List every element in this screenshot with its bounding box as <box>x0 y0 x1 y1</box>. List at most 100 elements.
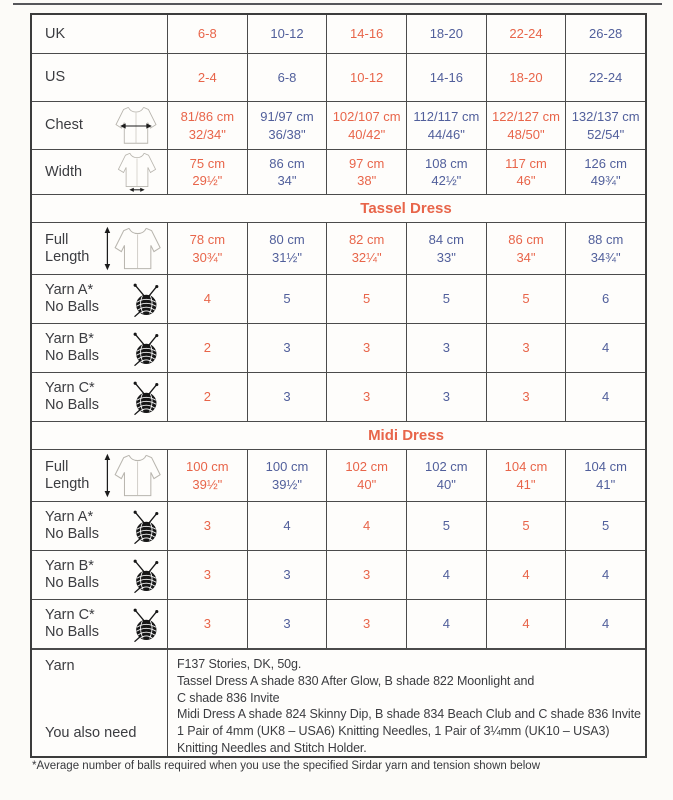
value-cell: 6-8 <box>246 54 327 101</box>
section-header-row: Tassel Dress <box>32 194 645 222</box>
value-cell: 86 cm 34" <box>485 223 566 274</box>
row-label: Yarn B* No Balls <box>45 331 99 364</box>
value-cell: 5 <box>485 275 566 323</box>
value-cell: 4 <box>565 373 645 421</box>
value-cell: 91/97 cm 36/38" <box>246 102 327 149</box>
row-label-cell: US <box>32 54 167 101</box>
value-cell: 3 <box>485 324 566 372</box>
value-cell: 4 <box>405 600 486 648</box>
row-label: US <box>45 69 66 85</box>
row-label: Full Length <box>45 231 90 265</box>
row-label-cell: Full Length <box>32 223 167 274</box>
size-table: UK 6-8 10-12 14-16 18-20 22-24 26-28 US 2-4 6-8 10… <box>30 13 647 758</box>
value-cell: 4 <box>485 600 566 648</box>
value-cell: 88 cm 34¾" <box>565 223 645 274</box>
value-cell: 5 <box>246 275 327 323</box>
value-cell: 5 <box>485 502 566 550</box>
value-cell: 5 <box>326 275 406 323</box>
value-cell: 4 <box>405 551 486 599</box>
section-title: Midi Dress <box>368 426 444 444</box>
value-cell: 2 <box>167 324 247 372</box>
value-cell: 3 <box>326 551 406 599</box>
value-cell: 4 <box>565 551 645 599</box>
value-cell: 108 cm 42½" <box>405 150 486 194</box>
value-cell: 4 <box>565 324 645 372</box>
needles-detail-line: Knitting Needles and Stitch Holder. <box>177 740 367 755</box>
value-cell: 4 <box>246 502 327 550</box>
table-row: Yarn C* No Balls 3 3 3 4 4 4 <box>32 599 645 648</box>
value-cell: 3 <box>246 551 327 599</box>
footer-row: Yarn You also need F137 Stories, DK, 50g… <box>32 648 645 756</box>
value-cell: 4 <box>167 275 247 323</box>
garment-length-icon <box>103 226 163 271</box>
value-cell: 102/107 cm 40/42" <box>326 102 406 149</box>
yarn-detail-line: Tassel Dress A shade 830 After Glow, B s… <box>177 673 535 688</box>
value-cell: 102 cm 40" <box>326 450 406 501</box>
row-label: Full Length <box>45 458 90 492</box>
garment-width-icon <box>111 152 163 193</box>
value-cell: 18-20 <box>485 54 566 101</box>
value-cell: 82 cm 32¼" <box>326 223 406 274</box>
row-label: Yarn A* No Balls <box>45 282 99 315</box>
footnote: *Average number of balls required when y… <box>32 760 541 772</box>
value-cell: 3 <box>167 551 247 599</box>
value-cell: 81/86 cm 32/34" <box>167 102 247 149</box>
value-cell: 100 cm 39½" <box>246 450 327 501</box>
value-cell: 3 <box>246 600 327 648</box>
value-cell: 2-4 <box>167 54 247 101</box>
table-row: UK 6-8 10-12 14-16 18-20 22-24 26-28 <box>32 15 645 53</box>
row-label-cell: Yarn C* No Balls <box>32 373 167 421</box>
value-cell: 86 cm 34" <box>246 150 327 194</box>
value-cell: 22-24 <box>565 54 645 101</box>
value-cell: 14-16 <box>405 54 486 101</box>
section-title: Tassel Dress <box>360 199 452 217</box>
value-cell: 104 cm 41" <box>485 450 566 501</box>
value-cell: 2 <box>167 373 247 421</box>
yarn-ball-icon <box>127 556 163 594</box>
value-cell: 78 cm 30¾" <box>167 223 247 274</box>
value-cell: 3 <box>326 600 406 648</box>
row-label-cell: Yarn C* No Balls <box>32 600 167 648</box>
value-cell: 3 <box>167 502 247 550</box>
value-cell: 75 cm 29½" <box>167 150 247 194</box>
row-label: Yarn B* No Balls <box>45 558 99 591</box>
table-row: Yarn A* No Balls 3 4 4 5 5 5 <box>32 501 645 550</box>
value-cell: 10-12 <box>326 54 406 101</box>
value-cell: 3 <box>405 373 486 421</box>
table-row: Chest 81/86 cm 32/34" 91/97 cm 36/38" 102/1… <box>32 101 645 149</box>
value-cell: 22-24 <box>485 15 566 53</box>
row-label-cell: Width <box>32 150 167 194</box>
value-cell: 102 cm 40" <box>405 450 486 501</box>
needles-detail-line: 1 Pair of 4mm (UK8 – USA6) Knitting Need… <box>177 724 610 739</box>
value-cell: 6 <box>565 275 645 323</box>
value-cell: 3 <box>485 373 566 421</box>
yarn-ball-icon <box>127 605 163 643</box>
row-label: Yarn C* No Balls <box>45 380 99 413</box>
value-cell: 3 <box>405 324 486 372</box>
yarn-ball-icon <box>127 378 163 416</box>
row-label-cell: Full Length <box>32 450 167 501</box>
garment-length-icon <box>103 453 163 498</box>
value-cell: 112/117 cm 44/46" <box>405 102 486 149</box>
value-cell: 6-8 <box>167 15 247 53</box>
row-label-cell: Yarn A* No Balls <box>32 502 167 550</box>
table-row: Yarn A* No Balls 4 5 5 5 5 6 <box>32 274 645 323</box>
row-label: Yarn A* No Balls <box>45 509 99 542</box>
value-cell: 132/137 cm 52/54" <box>565 102 645 149</box>
garment-chest-icon <box>109 106 163 146</box>
value-cell: 84 cm 33" <box>405 223 486 274</box>
yarn-detail-line: F137 Stories, DK, 50g. <box>177 657 302 671</box>
value-cell: 3 <box>167 600 247 648</box>
yarn-detail-line: Midi Dress A shade 824 Skinny Dip, B sha… <box>177 707 641 722</box>
yarn-ball-icon <box>127 507 163 545</box>
footer-text-cell: F137 Stories, DK, 50g. Tassel Dress A sh… <box>167 650 645 756</box>
value-cell: 4 <box>565 600 645 648</box>
value-cell: 3 <box>246 373 327 421</box>
value-cell: 10-12 <box>246 15 327 53</box>
value-cell: 5 <box>565 502 645 550</box>
value-cell: 18-20 <box>405 15 486 53</box>
row-label-cell: Yarn A* No Balls <box>32 275 167 323</box>
value-cell: 104 cm 41" <box>565 450 645 501</box>
table-row: Full Length 100 cm 39½" 100 cm 39½" 102 cm … <box>32 449 645 501</box>
footer-label-cell: Yarn You also need <box>32 650 167 756</box>
